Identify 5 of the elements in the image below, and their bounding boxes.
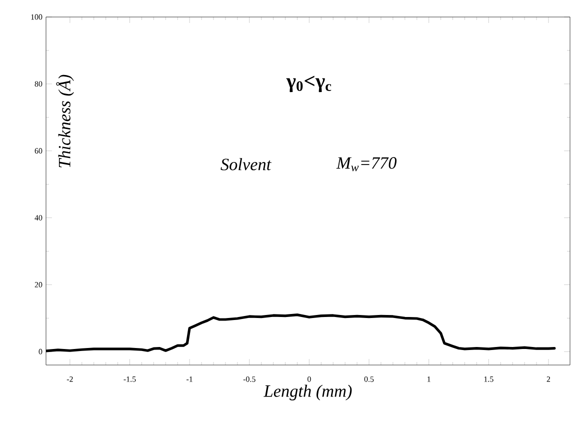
x-axis-title: Length (mm) bbox=[264, 384, 352, 400]
annotation: Solvent bbox=[220, 158, 272, 170]
annotation: M$_{w}$=770 bbox=[336, 157, 397, 172]
y-axis-title: Thickness (Å) bbox=[56, 74, 74, 168]
annotation: γ$_{0}$<γ$_{c}$ bbox=[286, 76, 332, 92]
